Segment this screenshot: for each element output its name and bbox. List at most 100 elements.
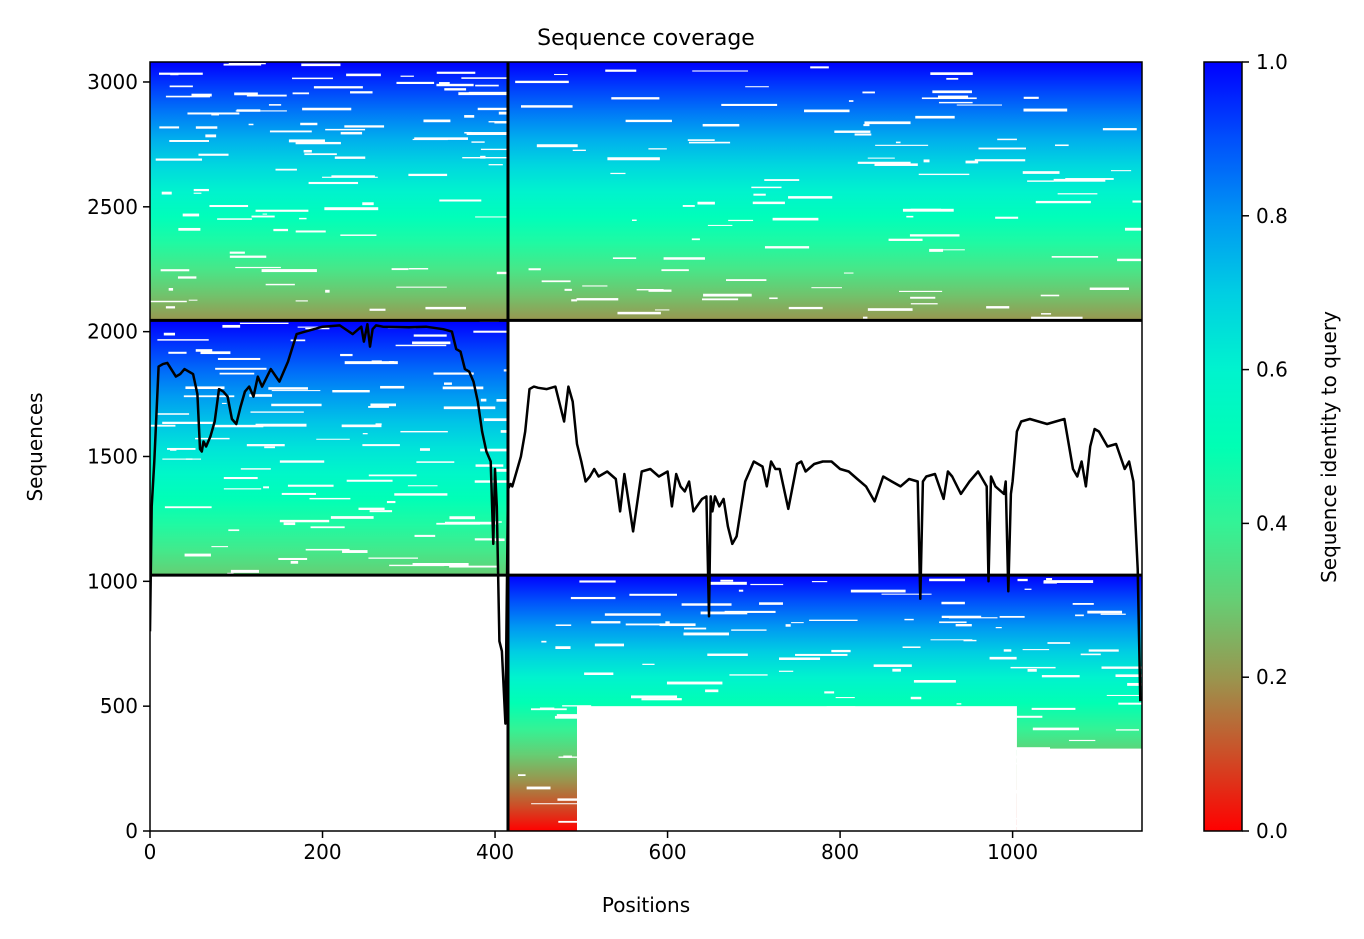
coverage-gap — [170, 73, 179, 76]
coverage-gap — [862, 91, 875, 94]
coverage-gap — [729, 674, 768, 676]
coverage-gap — [480, 398, 487, 402]
coverage-gap — [864, 121, 911, 125]
y-tick-label: 1000 — [87, 569, 138, 593]
coverage-gap — [648, 289, 672, 292]
coverage-gap — [604, 613, 661, 616]
coverage-gap — [930, 72, 973, 75]
coverage-gap — [313, 86, 363, 89]
coverage-gap — [222, 324, 241, 328]
coverage-gap — [464, 115, 475, 118]
coverage-gap — [684, 627, 707, 630]
coverage-gap — [215, 367, 267, 370]
coverage-gap — [295, 141, 341, 145]
coverage-gap — [605, 69, 637, 72]
coverage-gap — [292, 77, 333, 80]
coverage-gap — [474, 132, 508, 134]
coverage-gap — [248, 123, 254, 126]
coverage-gap — [251, 215, 275, 218]
coverage-gap — [412, 562, 469, 566]
coverage-gap — [301, 63, 341, 67]
coverage-gap — [449, 516, 476, 520]
coverage-gap — [498, 111, 508, 115]
coverage-gap — [659, 623, 696, 627]
coverage-gap — [1087, 610, 1123, 614]
coverage-gap — [205, 134, 217, 138]
coverage-gap — [302, 107, 352, 111]
coverage-gap — [150, 300, 187, 303]
coverage-gap — [322, 176, 378, 178]
coverage-gap — [541, 640, 547, 643]
y-tick-label: 2500 — [87, 195, 138, 219]
coverage-gap — [539, 707, 555, 710]
coverage-gap — [278, 557, 308, 561]
coverage-gap — [159, 72, 203, 75]
coverage-gap — [195, 349, 213, 352]
coverage-gap — [287, 484, 334, 487]
coverage-gap — [279, 460, 325, 463]
coverage-gap — [570, 596, 616, 600]
coverage-gap — [1023, 96, 1039, 99]
coverage-gap — [240, 468, 271, 470]
coverage-gap — [913, 680, 956, 683]
coverage-gap — [228, 62, 266, 65]
coverage-gap — [834, 130, 871, 133]
coverage-gap — [449, 565, 499, 568]
coverage-gap — [494, 468, 508, 472]
coverage-gap — [193, 192, 202, 194]
coverage-gap — [1027, 668, 1037, 672]
coverage-gap — [358, 507, 385, 511]
coverage-gap — [929, 248, 944, 252]
coverage-gap — [261, 269, 317, 273]
coverage-gap — [764, 179, 800, 181]
coverage-gap — [264, 446, 275, 449]
colorbar-label: Sequence identity to query — [1317, 311, 1341, 583]
coverage-gap — [412, 341, 451, 345]
coverage-gap — [162, 421, 213, 424]
coverage-gap — [804, 109, 850, 113]
coverage-gap — [211, 112, 219, 116]
coverage-gap — [555, 624, 572, 626]
coverage-gap — [308, 181, 359, 185]
coverage-gap — [642, 663, 655, 665]
coverage-gap — [625, 119, 672, 123]
coverage-gap — [213, 424, 264, 428]
coverage-gap — [283, 522, 296, 526]
coverage-gap — [555, 646, 571, 650]
coverage-gap — [1053, 178, 1106, 182]
coverage-gap — [929, 578, 966, 582]
x-tick-label: 800 — [821, 840, 859, 864]
coverage-gap — [500, 430, 508, 433]
coverage-gap — [629, 593, 677, 596]
coverage-gap — [948, 617, 998, 619]
colorbar-tick-label: 0.0 — [1256, 819, 1288, 843]
coverage-gap — [582, 285, 608, 287]
coverage-gap — [1022, 649, 1050, 651]
coverage-gap — [955, 623, 972, 627]
coverage-gap — [396, 286, 447, 288]
coverage-gap — [191, 93, 212, 97]
coverage-gap — [290, 339, 306, 342]
coverage-gap — [923, 159, 930, 163]
coverage-gap — [902, 208, 954, 212]
coverage-gap — [728, 219, 754, 222]
coverage-gap — [848, 100, 854, 102]
coverage-gap — [625, 623, 680, 626]
coverage-gap — [157, 339, 209, 341]
coverage-gap — [996, 747, 1050, 750]
coverage-gap — [1022, 171, 1060, 174]
coverage-gap — [874, 163, 918, 166]
x-tick-label: 400 — [476, 840, 514, 864]
coverage-gap — [892, 668, 901, 672]
coverage-gap — [810, 66, 829, 69]
coverage-gap — [436, 522, 481, 525]
coverage-gap — [223, 476, 258, 480]
coverage-gap — [271, 390, 321, 392]
coverage-gap — [1055, 144, 1069, 147]
coverage-gap — [368, 406, 389, 408]
coverage-gap — [305, 548, 350, 551]
coverage-gap — [705, 689, 719, 693]
coverage-gaps — [150, 62, 1142, 831]
coverage-gap — [824, 691, 835, 694]
coverage-gap — [989, 656, 1017, 660]
